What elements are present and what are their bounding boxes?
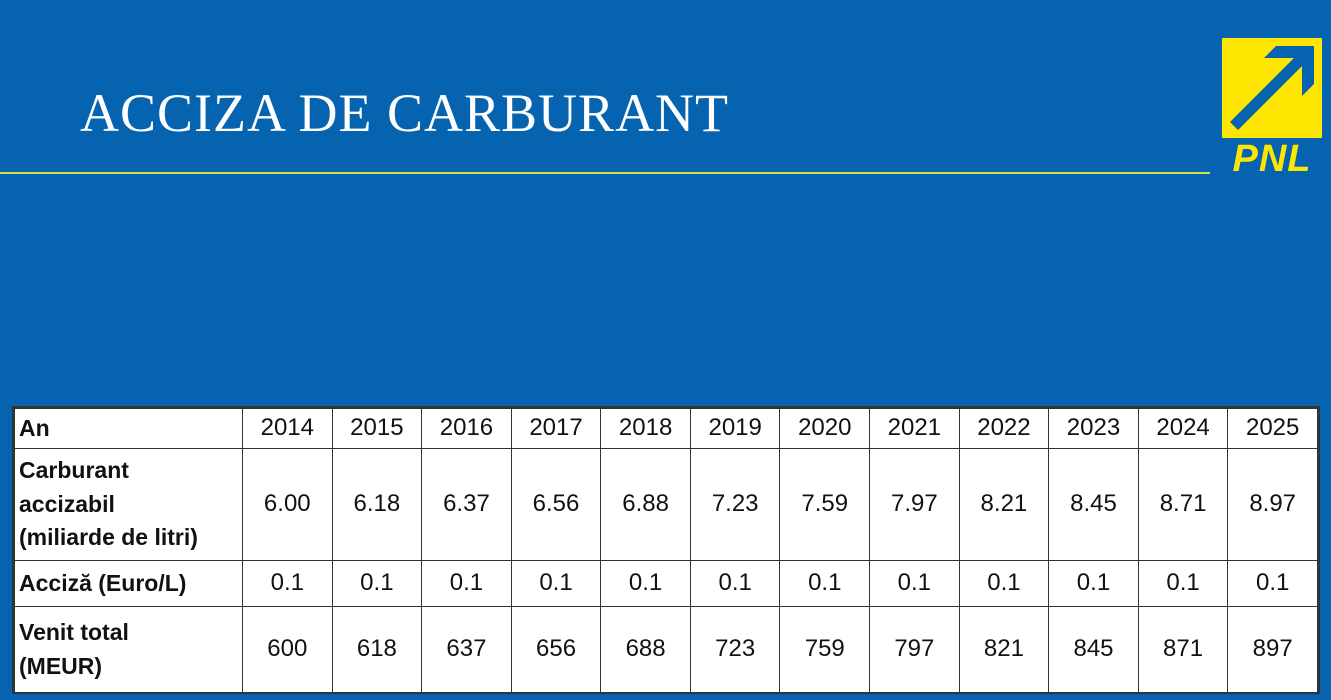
table-cell: 821 xyxy=(958,606,1050,693)
table-cell: 2020 xyxy=(779,408,871,449)
table-cell: 0.1 xyxy=(421,560,512,607)
table-cell: 8.71 xyxy=(1137,448,1229,561)
table-cell: 871 xyxy=(1137,606,1229,693)
table-cell: 0.1 xyxy=(689,560,781,607)
table-cell: 600 xyxy=(242,606,333,693)
table-cell: 8.21 xyxy=(958,448,1050,561)
table-cell: 0.1 xyxy=(242,560,333,607)
table-cell: 7.97 xyxy=(869,448,960,561)
table-cell: 2024 xyxy=(1137,408,1229,449)
table-cell: 2014 xyxy=(242,408,333,449)
table-cell: 0.1 xyxy=(958,560,1050,607)
table-cell: 845 xyxy=(1048,606,1139,693)
table-cell: 618 xyxy=(331,606,423,693)
row-header: Acciză (Euro/L) xyxy=(14,560,243,607)
table-cell: 0.1 xyxy=(779,560,871,607)
table-cell: 6.88 xyxy=(600,448,691,561)
table-cell: 0.1 xyxy=(1137,560,1229,607)
title-divider xyxy=(0,172,1210,174)
table-cell: 0.1 xyxy=(600,560,691,607)
table-cell: 0.1 xyxy=(869,560,960,607)
row-excise: Acciză (Euro/L) 0.1 0.1 0.1 0.1 0.1 0.1 0.1 0.1 0… xyxy=(14,560,1318,607)
table-cell: 2017 xyxy=(510,408,602,449)
table-cell: 0.1 xyxy=(1048,560,1139,607)
logo-arrow-box xyxy=(1222,38,1322,138)
table-cell: 8.45 xyxy=(1048,448,1139,561)
table-cell: 2021 xyxy=(869,408,960,449)
logo-text: PNL xyxy=(1232,138,1312,180)
table-cell: 656 xyxy=(510,606,602,693)
table-cell: 6.00 xyxy=(242,448,333,561)
table-cell: 0.1 xyxy=(331,560,423,607)
table-cell: 8.97 xyxy=(1227,448,1318,561)
table-cell: 2023 xyxy=(1048,408,1139,449)
table-cell: 2016 xyxy=(421,408,512,449)
table-cell: 2015 xyxy=(331,408,423,449)
table-cell: 6.56 xyxy=(510,448,602,561)
table-cell: 2018 xyxy=(600,408,691,449)
table-cell: 2022 xyxy=(958,408,1050,449)
row-taxable-fuel: Carburant accizabil (miliarde de litri) 6.0… xyxy=(14,448,1318,561)
row-header: Carburant accizabil (miliarde de litri) xyxy=(14,448,243,561)
table-cell: 7.59 xyxy=(779,448,871,561)
table-cell: 2025 xyxy=(1227,408,1318,449)
table-cell: 688 xyxy=(600,606,691,693)
row-header: Venit total (MEUR) xyxy=(14,606,243,693)
row-year: An 2014 2015 2016 2017 2018 2019 2020 2021 2022 20… xyxy=(14,408,1318,449)
excise-table: An 2014 2015 2016 2017 2018 2019 2020 2021 2022 20… xyxy=(12,406,1320,694)
table-cell: 759 xyxy=(779,606,871,693)
table-cell: 7.23 xyxy=(689,448,781,561)
table-cell: 897 xyxy=(1227,606,1318,693)
table-cell: 6.18 xyxy=(331,448,423,561)
arrow-up-right-icon xyxy=(1230,46,1314,130)
table-cell: 797 xyxy=(869,606,960,693)
row-total-revenue: Venit total (MEUR) 600 618 637 656 688 723 759 79… xyxy=(14,606,1318,693)
row-header: An xyxy=(14,408,243,449)
excise-data-table: An 2014 2015 2016 2017 2018 2019 2020 2021 2022 20… xyxy=(14,408,1318,693)
pnl-logo: PNL xyxy=(1218,38,1326,180)
table-cell: 2019 xyxy=(689,408,781,449)
table-cell: 0.1 xyxy=(510,560,602,607)
slide-title: ACCIZA DE CARBURANT xyxy=(80,83,730,143)
table-cell: 723 xyxy=(689,606,781,693)
table-cell: 0.1 xyxy=(1227,560,1318,607)
table-cell: 637 xyxy=(421,606,512,693)
table-cell: 6.37 xyxy=(421,448,512,561)
